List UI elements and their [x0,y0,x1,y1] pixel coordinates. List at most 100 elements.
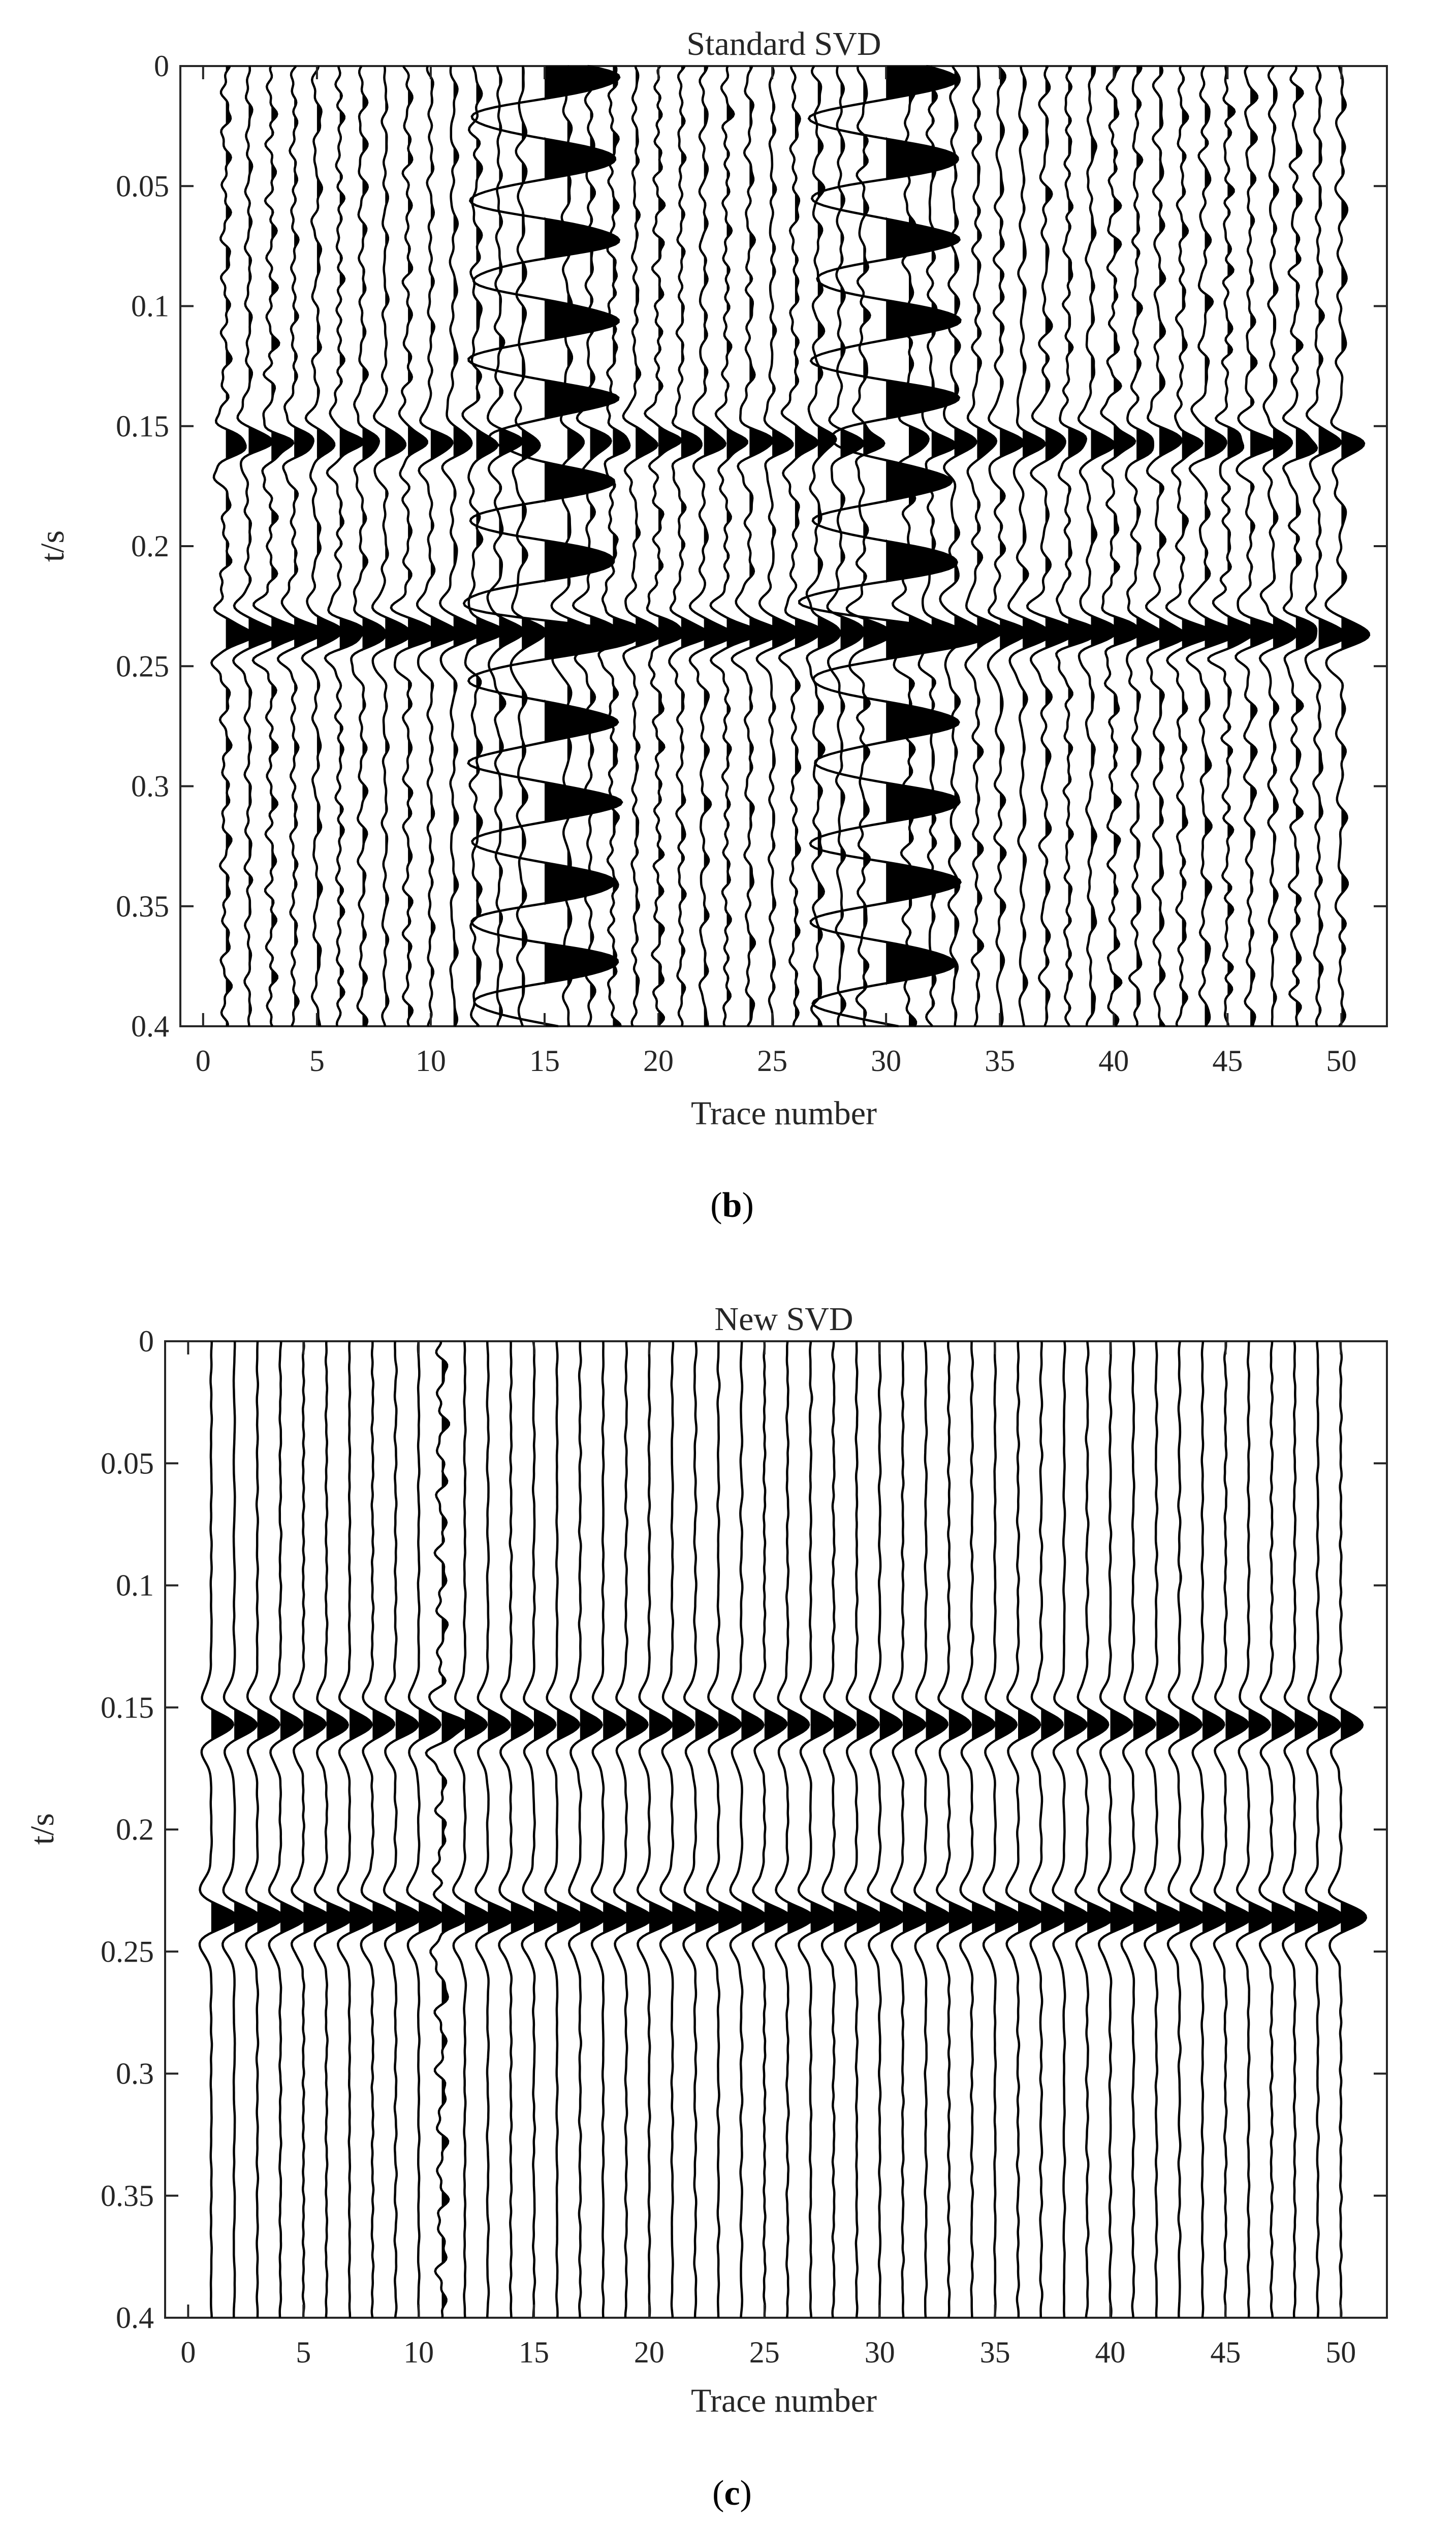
trace-line [731,66,782,1027]
y-tick: 0.3 [116,2057,1387,2091]
y-tick-label: 0.15 [116,409,169,443]
trace-fill [863,66,891,1026]
trace-line [826,66,865,1027]
trace-50 [1327,1341,1368,2318]
trace-32 [917,65,963,1027]
x-tick-label: 40 [1098,1044,1129,1078]
trace-25 [751,1341,792,2318]
x-tick: 20 [634,1341,664,2369]
trace-line [706,1341,745,2318]
trace-line [729,1341,768,2318]
trace-49 [1305,1341,1345,2318]
trace-13 [486,66,525,1027]
trace-line [917,65,963,1027]
y-tick: 0.25 [116,649,1387,683]
panel-new-svd: New SVD 0 0.05 0.1 0.15 0.2 0.25 0.3 0.35 0.4 0 5… [24,1301,1388,2513]
y-tick: 0 [154,49,1387,83]
trace-line [613,1341,653,2318]
trace-9 [390,65,438,1027]
x-tick: 45 [1212,66,1243,1078]
x-tick: 15 [519,1341,549,2369]
trace-line [1074,1341,1114,2318]
x-tick-label: 20 [643,1044,674,1078]
x-tick-label: 25 [757,1044,787,1078]
trace-13 [474,1341,516,2318]
trace-line [1077,66,1118,1027]
y-tick-label: 0.3 [131,770,169,803]
x-tick-label: 50 [1326,1044,1356,1078]
y-tick-label: 0.35 [101,2179,154,2213]
trace-28 [820,1341,861,2318]
trace-31 [891,66,940,1027]
trace-line [1282,66,1318,1026]
traces-group-standard-svd [210,65,1371,1028]
trace-line [1186,66,1239,1027]
trace-line [778,66,822,1027]
y-tick: 0.4 [116,2301,1387,2334]
trace-line [939,65,981,1027]
trace-line [290,1341,331,2318]
y-tick-label: 0.2 [116,1813,154,1846]
trace-48 [1282,66,1318,1026]
x-tick: 20 [643,66,674,1078]
trace-line [1324,66,1371,1027]
trace-line [1327,1341,1368,2318]
trace-1 [198,1341,238,2318]
trace-4 [276,65,325,1027]
x-tick-label: 20 [634,2336,664,2369]
trace-22 [688,66,734,1027]
trace-6 [324,66,365,1027]
trace-line [486,66,525,1027]
trace-line [797,1341,838,2318]
trace-line [1304,66,1347,1027]
trace-5 [301,66,343,1027]
trace-45 [1213,1341,1252,2318]
trace-14 [498,1341,539,2318]
trace-7 [350,65,387,1027]
trace-41 [1120,1341,1161,2318]
x-tick: 0 [196,66,211,1078]
trace-line [845,66,893,1027]
x-tick: 25 [757,66,787,1078]
trace-line [350,65,387,1027]
trace-line [324,66,365,1027]
y-tick: 0.35 [101,2179,1387,2213]
trace-fill [1136,66,1163,1026]
trace-12 [452,1341,492,2318]
y-tick: 0.3 [131,770,1387,803]
y-ticks-standard-svd: 0 0.05 0.1 0.15 0.2 0.25 0.3 0.35 0.4 [116,49,1387,1043]
trace-34 [959,1341,1000,2318]
y-tick: 0.2 [131,529,1387,563]
x-tick-label: 0 [180,2336,196,2369]
y-tick: 0.15 [101,1691,1387,1724]
trace-line [890,1341,930,2318]
trace-line [301,66,343,1027]
trace-26 [775,1341,814,2318]
y-tick: 0.1 [116,1569,1387,1602]
x-tick: 0 [180,1341,196,2369]
trace-line [1282,1341,1322,2318]
x-tick-label: 30 [871,1044,901,1078]
x-tick-label: 45 [1210,2336,1241,2369]
trace-line [313,1341,354,2318]
trace-38 [1055,66,1098,1027]
trace-40 [1100,65,1141,1027]
x-tick: 25 [749,1341,780,2369]
panel-standard-svd: Standard SVD 00.050.10.150.20.250.30.350… [34,25,1388,1225]
trace-line [622,66,662,1027]
trace-line [1144,1341,1184,2318]
trace-10 [416,66,460,1027]
trace-50 [1324,66,1371,1027]
trace-line [1125,66,1165,1027]
trace-line [982,1341,1022,2318]
trace-line [775,1341,814,2318]
y-tick: 0.05 [116,169,1387,203]
trace-25 [755,66,800,1027]
y-tick: 0.1 [131,290,1387,323]
x-tick: 10 [416,66,446,1078]
trace-21 [668,65,711,1027]
y-tick: 0.25 [101,1935,1387,1968]
y-axis-title-standard-svd: t/s [34,530,71,562]
trace-11 [439,66,483,1027]
x-tick-label: 15 [519,2336,549,2369]
